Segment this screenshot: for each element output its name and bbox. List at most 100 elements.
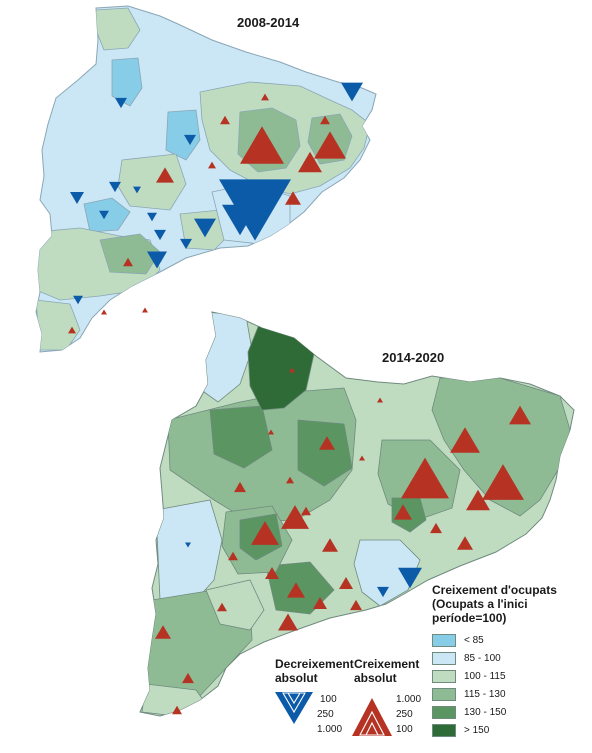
legend-label: 85 - 100 (464, 653, 501, 665)
up-triangle-icon (261, 93, 269, 101)
up-triangle-icon (228, 551, 238, 561)
up-triangle-icon (172, 705, 182, 715)
region-map1-green-south-2 (99, 233, 161, 275)
symbol-layer (68, 82, 531, 715)
up-triangle-icon (278, 613, 298, 631)
legend-label: > 150 (464, 725, 490, 737)
increase-legend-icon (352, 698, 392, 736)
decrease-value-label: 1.000 (317, 724, 343, 735)
region-map2-south-light (205, 579, 265, 631)
legend-title: Creixement d'ocupats (Ocupats a l'inici … (432, 583, 592, 625)
legend-swatch (432, 634, 456, 647)
legend-swatch (432, 688, 456, 701)
up-triangle-icon (220, 115, 230, 125)
legend-swatch (432, 724, 456, 737)
map-2-title: 2014-2020 (382, 350, 445, 365)
up-triangle-icon (265, 567, 279, 579)
down-triangle-icon (180, 238, 192, 250)
up-triangle-icon (289, 367, 295, 373)
down-triangle-icon (154, 229, 166, 241)
up-triangle-icon (156, 167, 174, 183)
down-triangle-icon (70, 192, 84, 204)
decrease-legend-title: Decreixement absolut (275, 657, 354, 685)
region-map2-east-mid (431, 377, 571, 517)
up-triangle-icon (208, 161, 216, 169)
region-map2-lightblue-metro (353, 539, 421, 607)
up-triangle-icon (457, 536, 473, 550)
legend-label: 130 - 150 (464, 707, 507, 719)
up-triangle-icon (217, 602, 227, 612)
up-triangle-icon (482, 464, 524, 500)
increase-value-label: 250 (396, 709, 413, 720)
legend-item: > 150 (432, 724, 489, 737)
up-triangle-icon (301, 506, 311, 516)
down-triangle-icon (147, 251, 167, 269)
increase-value-label: 1.000 (396, 694, 422, 705)
down-triangle-icon (194, 218, 216, 238)
down-triangle-icon (133, 186, 141, 194)
legend-title-line: Creixement d'ocupats (432, 583, 557, 597)
region-map2-central-mid (209, 405, 273, 469)
increase-title-line: Creixement (354, 657, 420, 671)
up-triangle-icon (450, 427, 480, 453)
up-triangle-icon (339, 577, 353, 589)
up-triangle-icon (313, 597, 327, 609)
up-triangle-icon (322, 538, 338, 552)
map-1-title: 2008-2014 (237, 15, 300, 30)
up-triangle-icon (466, 489, 490, 511)
region-map1-darkblue-3 (83, 197, 131, 233)
up-triangle-icon (319, 436, 335, 450)
up-triangle-icon (287, 582, 305, 598)
region-map1-darkblue-2 (165, 109, 201, 161)
legend-item: 130 - 150 (432, 706, 506, 719)
up-triangle-icon (401, 457, 449, 499)
legend-label: 115 - 130 (464, 689, 506, 701)
up-triangle-icon (509, 405, 531, 425)
decrease-legend-icon (275, 692, 313, 724)
down-triangle-icon (184, 134, 196, 146)
down-triangle-icon (99, 210, 109, 220)
up-triangle-icon (240, 126, 284, 164)
up-triangle-icon (350, 599, 362, 611)
up-triangle-icon (286, 476, 294, 484)
decrease-title-line: absolut (275, 671, 318, 685)
up-triangle-icon (430, 522, 442, 534)
up-triangle-icon (142, 307, 148, 313)
down-triangle-icon (185, 542, 191, 548)
increase-title-line: absolut (354, 671, 397, 685)
up-triangle-icon (182, 672, 194, 684)
decrease-value-label: 250 (317, 709, 334, 720)
up-triangle-icon (298, 151, 322, 173)
up-triangle-icon (234, 481, 246, 493)
down-triangle-icon (115, 97, 127, 109)
legend-title-line: període=100) (432, 611, 507, 625)
legend-title-line: (Ocupats a l'inici (432, 597, 528, 611)
map-1 (35, 5, 377, 353)
up-triangle-icon (155, 625, 171, 639)
up-triangle-icon (314, 131, 346, 159)
down-triangle-icon (219, 179, 291, 241)
up-triangle-icon (68, 326, 76, 334)
legend-swatch (432, 706, 456, 719)
legend-item: 85 - 100 (432, 652, 501, 665)
up-triangle-icon (377, 397, 383, 403)
up-triangle-icon (123, 257, 133, 267)
down-triangle-icon (341, 82, 363, 102)
map-2 (139, 311, 575, 717)
up-triangle-icon (394, 504, 412, 520)
increase-legend-title: Creixement absolut (354, 657, 419, 685)
up-triangle-icon (320, 115, 330, 125)
legend-item: 100 - 115 (432, 670, 506, 683)
down-triangle-icon (222, 204, 258, 236)
up-triangle-icon (101, 309, 107, 315)
legend-item: 115 - 130 (432, 688, 506, 701)
legend-label: 100 - 115 (464, 671, 506, 683)
down-triangle-icon (73, 295, 83, 305)
region-map1-darkblue-1 (111, 57, 143, 107)
decrease-value-label: 100 (320, 694, 337, 705)
legend-swatch (432, 652, 456, 665)
legend-swatch (432, 670, 456, 683)
up-triangle-icon (251, 521, 279, 545)
down-triangle-icon (398, 567, 422, 589)
